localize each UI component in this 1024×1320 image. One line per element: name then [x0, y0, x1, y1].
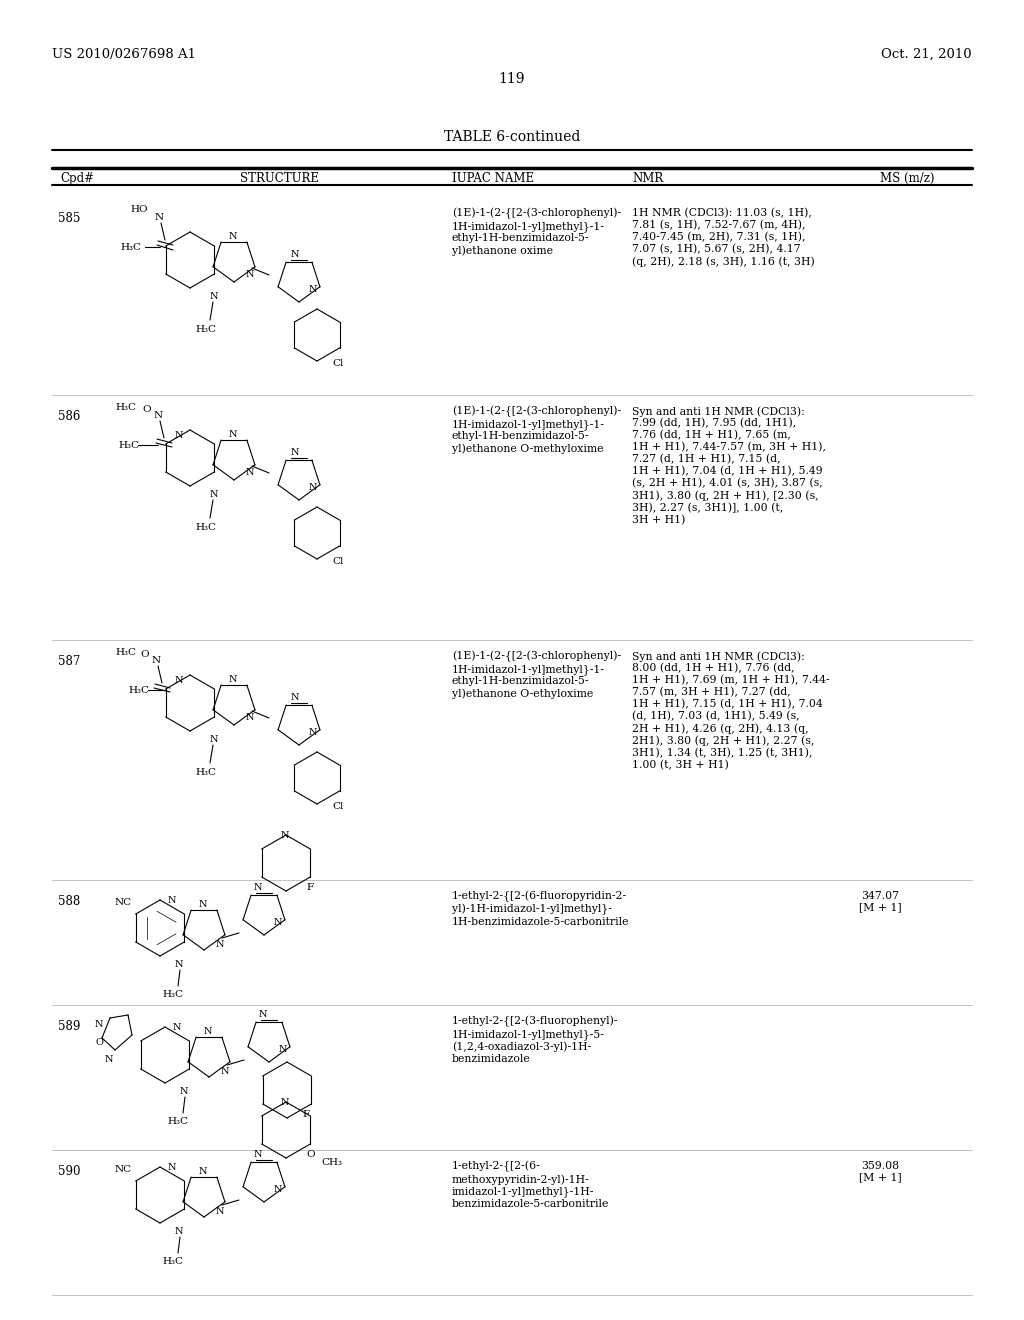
Text: MS (m/z): MS (m/z): [880, 172, 935, 185]
Text: O: O: [140, 649, 148, 659]
Text: N: N: [216, 940, 224, 949]
Text: N: N: [175, 1228, 183, 1236]
Text: N: N: [199, 1167, 208, 1176]
Text: IUPAC NAME: IUPAC NAME: [452, 172, 535, 185]
Text: (1E)-1-(2-{[2-(3-chlorophenyl)-
1H-imidazol-1-yl]methyl}-1-
ethyl-1H-benzimidazo: (1E)-1-(2-{[2-(3-chlorophenyl)- 1H-imida…: [452, 209, 622, 256]
Text: 347.07
[M + 1]: 347.07 [M + 1]: [859, 891, 901, 912]
Text: N: N: [173, 1023, 181, 1032]
Text: N: N: [309, 729, 317, 737]
Text: N: N: [281, 832, 290, 840]
Text: H₃C: H₃C: [162, 990, 183, 999]
Text: N: N: [175, 960, 183, 969]
Text: 588: 588: [58, 895, 80, 908]
Text: N: N: [254, 883, 262, 892]
Text: H₃C: H₃C: [195, 768, 216, 777]
Text: 590: 590: [58, 1166, 81, 1177]
Text: Cl: Cl: [332, 359, 343, 368]
Text: N: N: [291, 693, 299, 702]
Text: N: N: [155, 213, 164, 222]
Text: NC: NC: [115, 898, 132, 907]
Text: 585: 585: [58, 213, 80, 224]
Text: N: N: [168, 1163, 176, 1172]
Text: H₃C: H₃C: [118, 441, 139, 450]
Text: N: N: [154, 411, 163, 420]
Text: N: N: [279, 1045, 288, 1053]
Text: N: N: [199, 900, 208, 909]
Text: 1-ethyl-2-{[2-(6-
methoxypyridin-2-yl)-1H-
imidazol-1-yl]methyl}-1H-
benzimidazo: 1-ethyl-2-{[2-(6- methoxypyridin-2-yl)-1…: [452, 1162, 609, 1209]
Text: US 2010/0267698 A1: US 2010/0267698 A1: [52, 48, 196, 61]
Text: H₃C: H₃C: [167, 1117, 188, 1126]
Text: N: N: [274, 1185, 283, 1195]
Text: N: N: [216, 1206, 224, 1216]
Text: N: N: [246, 271, 255, 279]
Text: H₃C: H₃C: [195, 523, 216, 532]
Text: NMR: NMR: [632, 172, 664, 185]
Text: N: N: [246, 469, 255, 477]
Text: N: N: [291, 249, 299, 259]
Text: CH₃: CH₃: [321, 1158, 342, 1167]
Text: Syn and anti 1H NMR (CDCl3):
8.00 (dd, 1H + H1), 7.76 (dd,
1H + H1), 7.69 (m, 1H: Syn and anti 1H NMR (CDCl3): 8.00 (dd, 1…: [632, 651, 829, 770]
Text: (1E)-1-(2-{[2-(3-chlorophenyl)-
1H-imidazol-1-yl]methyl}-1-
ethyl-1H-benzimidazo: (1E)-1-(2-{[2-(3-chlorophenyl)- 1H-imida…: [452, 651, 622, 698]
Text: N: N: [210, 735, 218, 744]
Text: N: N: [152, 656, 161, 665]
Text: 589: 589: [58, 1020, 80, 1034]
Text: N: N: [229, 232, 238, 242]
Text: TABLE 6-continued: TABLE 6-continued: [443, 129, 581, 144]
Text: N: N: [105, 1055, 114, 1064]
Text: H₃C: H₃C: [195, 325, 216, 334]
Text: (1E)-1-(2-{[2-(3-chlorophenyl)-
1H-imidazol-1-yl]methyl}-1-
ethyl-1H-benzimidazo: (1E)-1-(2-{[2-(3-chlorophenyl)- 1H-imida…: [452, 407, 622, 454]
Text: STRUCTURE: STRUCTURE: [240, 172, 319, 185]
Text: Cl: Cl: [332, 557, 343, 566]
Text: Cl: Cl: [332, 803, 343, 810]
Text: N: N: [259, 1010, 267, 1019]
Text: N: N: [210, 292, 218, 301]
Text: N: N: [175, 432, 183, 440]
Text: 587: 587: [58, 655, 80, 668]
Text: H₃C: H₃C: [162, 1257, 183, 1266]
Text: O: O: [95, 1038, 102, 1047]
Text: H₃C: H₃C: [115, 648, 136, 657]
Text: Oct. 21, 2010: Oct. 21, 2010: [882, 48, 972, 61]
Text: 1-ethyl-2-{[2-(3-fluorophenyl)-
1H-imidazol-1-yl]methyl}-5-
(1,2,4-oxadiazol-3-y: 1-ethyl-2-{[2-(3-fluorophenyl)- 1H-imida…: [452, 1016, 618, 1064]
Text: O: O: [306, 1150, 314, 1159]
Text: N: N: [309, 483, 317, 492]
Text: N: N: [254, 1150, 262, 1159]
Text: N: N: [229, 675, 238, 684]
Text: N: N: [95, 1020, 103, 1030]
Text: F: F: [302, 1110, 309, 1119]
Text: N: N: [281, 1098, 290, 1107]
Text: 586: 586: [58, 411, 80, 422]
Text: N: N: [221, 1067, 229, 1076]
Text: 119: 119: [499, 73, 525, 86]
Text: H₃C: H₃C: [120, 243, 141, 252]
Text: N: N: [168, 896, 176, 906]
Text: N: N: [210, 490, 218, 499]
Text: F: F: [306, 883, 313, 892]
Text: N: N: [229, 430, 238, 440]
Text: N: N: [204, 1027, 213, 1036]
Text: N: N: [180, 1086, 188, 1096]
Text: N: N: [175, 676, 183, 685]
Text: 1H NMR (CDCl3): 11.03 (s, 1H),
7.81 (s, 1H), 7.52-7.67 (m, 4H),
7.40-7.45 (m, 2H: 1H NMR (CDCl3): 11.03 (s, 1H), 7.81 (s, …: [632, 209, 815, 267]
Text: HO: HO: [130, 205, 147, 214]
Text: 359.08
[M + 1]: 359.08 [M + 1]: [859, 1162, 901, 1183]
Text: O: O: [142, 405, 151, 414]
Text: H₃C: H₃C: [115, 403, 136, 412]
Text: 1-ethyl-2-{[2-(6-fluoropyridin-2-
yl)-1H-imidazol-1-yl]methyl}-
1H-benzimidazole: 1-ethyl-2-{[2-(6-fluoropyridin-2- yl)-1H…: [452, 891, 630, 927]
Text: N: N: [274, 917, 283, 927]
Text: Syn and anti 1H NMR (CDCl3):
7.99 (dd, 1H), 7.95 (dd, 1H1),
7.76 (dd, 1H + H1), : Syn and anti 1H NMR (CDCl3): 7.99 (dd, 1…: [632, 407, 826, 525]
Text: N: N: [309, 285, 317, 294]
Text: Cpd#: Cpd#: [60, 172, 94, 185]
Text: NC: NC: [115, 1166, 132, 1173]
Text: N: N: [246, 713, 255, 722]
Text: N: N: [291, 447, 299, 457]
Text: H₃C: H₃C: [128, 686, 150, 696]
